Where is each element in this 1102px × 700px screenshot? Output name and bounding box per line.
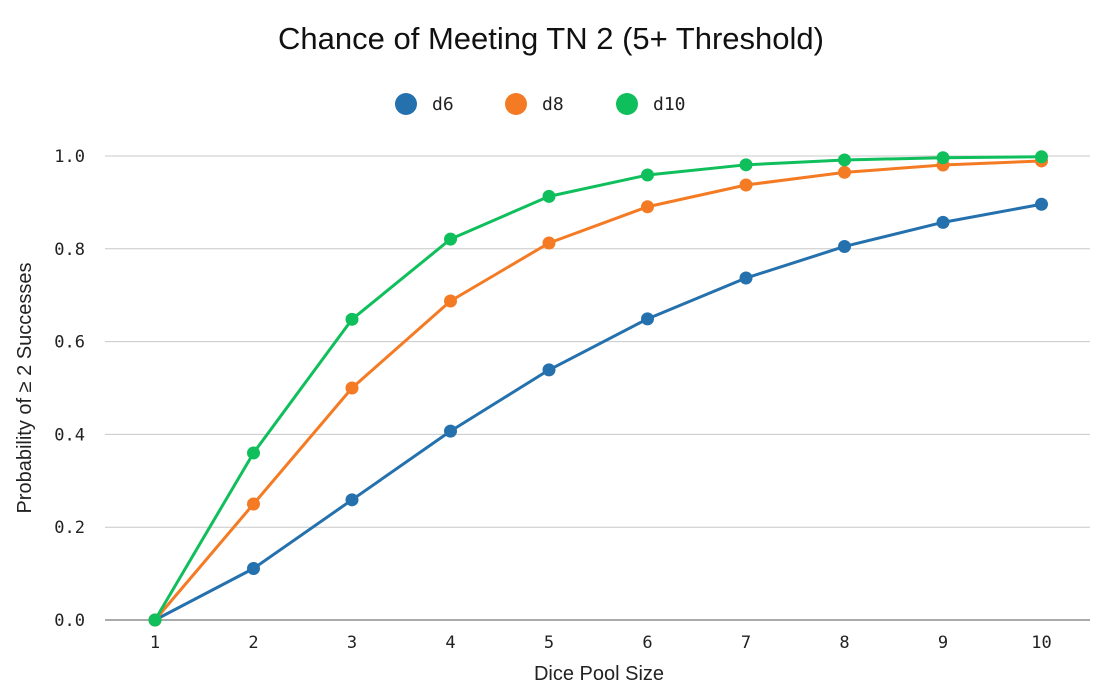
data-point-d6[interactable] <box>1035 197 1048 211</box>
legend-label-d10: d10 <box>653 94 686 115</box>
series-d8 <box>148 154 1048 627</box>
y-tick-label: 0.6 <box>54 333 85 353</box>
data-point-d8[interactable] <box>641 200 654 214</box>
data-point-d10[interactable] <box>1035 150 1048 164</box>
series-layer <box>148 150 1048 627</box>
data-point-d6[interactable] <box>739 271 753 285</box>
data-point-d10[interactable] <box>444 232 457 246</box>
y-gridlines <box>105 155 1090 528</box>
data-point-d8[interactable] <box>345 381 359 395</box>
data-point-d6[interactable] <box>345 493 359 507</box>
legend-item-d10[interactable]: d10 <box>616 93 686 115</box>
data-point-d8[interactable] <box>739 178 753 192</box>
x-tick-label: 8 <box>839 633 849 653</box>
series-d10 <box>148 150 1048 627</box>
data-point-d10[interactable] <box>641 168 654 182</box>
legend: d6 d8 d10 <box>395 93 686 115</box>
legend-marker-d6 <box>395 93 417 115</box>
x-tick-label: 10 <box>1031 633 1051 653</box>
series-d6 <box>148 197 1048 627</box>
x-tick-label: 9 <box>938 633 948 653</box>
x-tick-label: 2 <box>248 633 258 653</box>
y-tick-label: 0.0 <box>54 611 85 631</box>
y-tick-label: 1.0 <box>54 147 85 167</box>
x-tick-label: 5 <box>544 633 554 653</box>
x-tick-label: 3 <box>347 633 357 653</box>
legend-label-d8: d8 <box>542 94 564 115</box>
data-point-d6[interactable] <box>542 363 556 377</box>
legend-item-d6[interactable]: d6 <box>395 93 454 115</box>
data-point-d6[interactable] <box>641 312 654 326</box>
data-point-d10[interactable] <box>148 613 162 627</box>
data-point-d10[interactable] <box>838 153 851 167</box>
data-point-d10[interactable] <box>739 158 753 172</box>
chart-title: Chance of Meeting TN 2 (5+ Threshold) <box>278 21 824 56</box>
data-point-d8[interactable] <box>542 236 556 250</box>
y-tick-label: 0.8 <box>54 240 85 260</box>
legend-item-d8[interactable]: d8 <box>505 93 564 115</box>
series-line-d8 <box>153 159 1043 622</box>
data-point-d8[interactable] <box>838 165 851 179</box>
y-axis-label: Probability of ≥ 2 Successes <box>14 262 36 513</box>
data-point-d8[interactable] <box>444 294 457 308</box>
legend-marker-d8 <box>505 93 527 115</box>
x-tick-label: 6 <box>642 633 652 653</box>
series-line-d10 <box>153 155 1043 622</box>
data-point-d10[interactable] <box>247 446 260 460</box>
y-tick-labels: 0.0 0.2 0.4 0.6 0.8 1.0 <box>54 147 85 631</box>
x-tick-label: 7 <box>741 633 751 653</box>
data-point-d6[interactable] <box>936 215 950 229</box>
data-point-d6[interactable] <box>838 239 851 253</box>
data-point-d10[interactable] <box>345 312 359 326</box>
data-point-d6[interactable] <box>247 561 260 575</box>
data-point-d10[interactable] <box>542 189 556 203</box>
x-tick-labels: 1 2 3 4 5 6 7 8 9 10 <box>150 633 1052 653</box>
legend-marker-d10 <box>616 93 638 115</box>
data-point-d6[interactable] <box>444 424 457 438</box>
x-axis-label: Dice Pool Size <box>534 663 664 685</box>
series-line-d6 <box>153 202 1043 622</box>
data-point-d8[interactable] <box>247 497 260 511</box>
y-tick-label: 0.2 <box>54 518 85 538</box>
legend-label-d6: d6 <box>432 94 454 115</box>
x-tick-label: 4 <box>445 633 455 653</box>
y-tick-label: 0.4 <box>54 425 85 445</box>
data-point-d10[interactable] <box>936 151 950 165</box>
x-tick-label: 1 <box>150 633 160 653</box>
